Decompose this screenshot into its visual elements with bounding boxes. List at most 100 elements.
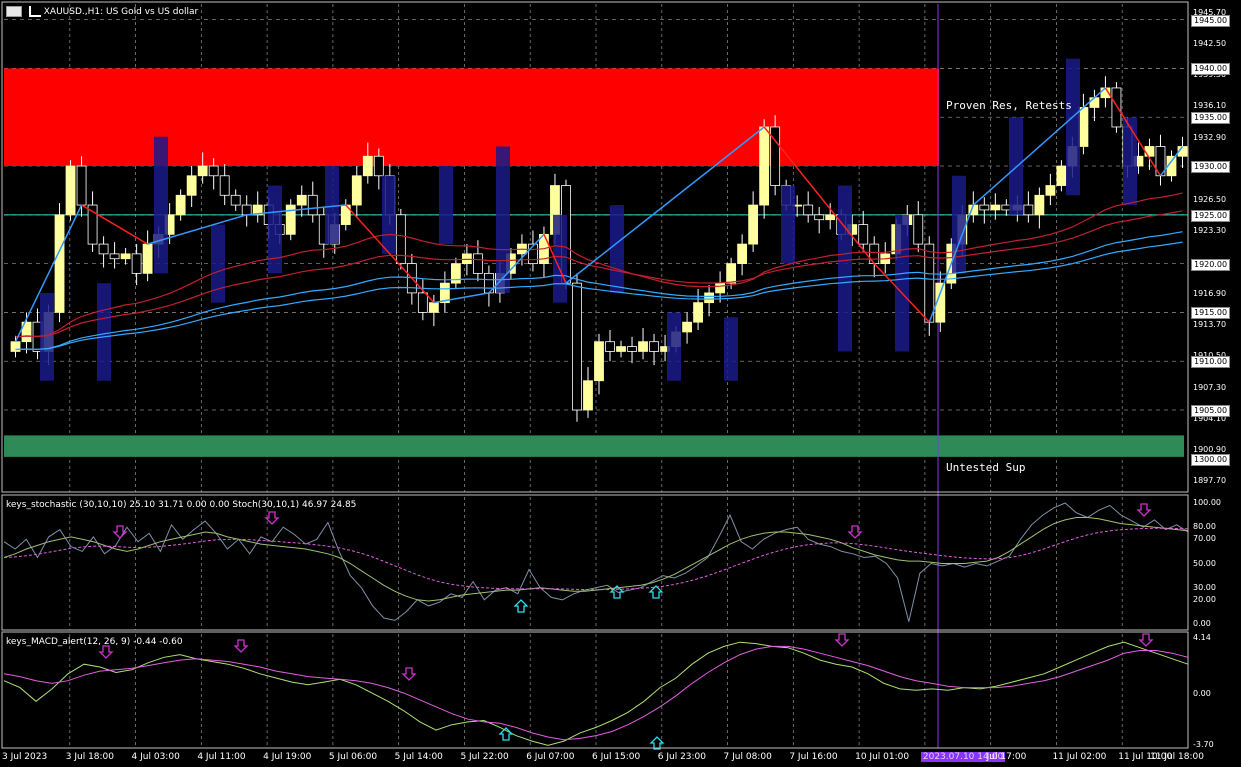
bear-candle [528, 243, 538, 265]
sell-arrow-icon [112, 525, 128, 539]
bull-candle [362, 155, 373, 177]
stoch-tick-label: 70.00 [1193, 534, 1216, 544]
time-axis-label: 11 Jul 02:00 [1052, 752, 1107, 762]
swing-highlight [781, 185, 795, 264]
swing-highlight [895, 214, 909, 352]
sell-arrow-icon [834, 633, 850, 647]
bull-candle [638, 341, 648, 352]
bear-candle [858, 224, 869, 245]
swing-highlight [211, 224, 225, 303]
moving-average-line [15, 192, 1183, 338]
time-axis-label: 11 Jul 10:00 [1118, 752, 1173, 762]
bull-candle [715, 282, 726, 294]
time-axis-label: 5 Jul 14:00 [394, 752, 443, 762]
time-axis-label: Jul 17:00 [986, 752, 1027, 762]
chart-title: XAUUSD.,H1: US Gold vs US dollar [6, 6, 198, 17]
bear-candle [76, 165, 87, 206]
macd-tick-label: 0.00 [1193, 689, 1211, 699]
bull-candle [935, 282, 946, 323]
buy-arrow-icon [648, 585, 664, 599]
time-axis-label: 11 Jul 18:00 [1150, 752, 1204, 762]
moving-average-line [15, 210, 1183, 338]
bull-candle [439, 282, 450, 304]
time-axis-label: 6 Jul 07:00 [526, 752, 575, 762]
bear-candle [395, 214, 406, 265]
sell-arrow-icon [98, 645, 114, 659]
stoch-tick-label: 0.00 [1193, 619, 1211, 628]
bear-candle [98, 243, 109, 255]
bull-candle [748, 204, 759, 245]
buy-arrow-icon [609, 585, 625, 599]
bull-candle [1089, 97, 1100, 108]
bull-candle [583, 380, 593, 411]
price-tick-label: 1900.90 [1193, 445, 1227, 455]
price-tick-label: 1897.70 [1193, 476, 1227, 486]
zigzag-segment [1159, 146, 1184, 177]
symbol-title: XAUUSD.,H1: US Gold vs US dollar [43, 7, 199, 17]
time-axis-label: 4 Jul 03:00 [131, 752, 180, 762]
price-level-box: 1915.00 [1191, 307, 1231, 320]
support-zone [4, 435, 1184, 457]
swing-highlight [97, 283, 111, 381]
price-tick-label: 1913.70 [1193, 320, 1227, 330]
proven-res-annotation: Proven Res, Retests [946, 99, 1072, 112]
panel-frames [1, 1, 1189, 749]
bear-candle [627, 346, 637, 352]
price-level-box: 1910.00 [1191, 356, 1231, 369]
swing-highlight [553, 214, 567, 303]
bear-candle [87, 204, 98, 245]
bear-candle [979, 204, 990, 211]
panel-border [1, 631, 1189, 749]
swing-highlight [1123, 117, 1137, 206]
zigzag-segment [345, 204, 435, 304]
time-axis-label: 5 Jul 06:00 [328, 752, 378, 762]
price-level-box: 1935.00 [1191, 112, 1231, 125]
time-axis-label: 6 Jul 23:00 [657, 752, 707, 762]
bear-candle [1111, 87, 1122, 128]
time-axis-label: 10 Jul 01:00 [855, 752, 910, 762]
price-tick-label: 1916.90 [1193, 288, 1227, 298]
bear-candle [803, 204, 814, 216]
bull-candle [825, 214, 836, 221]
price-level-box: 1905.00 [1191, 405, 1231, 418]
swing-highlight [40, 292, 54, 381]
bear-candle [924, 243, 935, 323]
overlay-lines [14, 58, 1184, 381]
bull-candle [1034, 194, 1045, 216]
stoch-smooth-line [3, 517, 1189, 602]
window-icon[interactable] [6, 6, 22, 17]
stoch-tick-label: 100.00 [1193, 498, 1221, 507]
bear-candle [131, 253, 142, 274]
panel-border [1, 494, 1189, 631]
buy-arrow-icon [649, 736, 665, 750]
bull-candle [1144, 146, 1155, 157]
time-axis-label: 3 Jul 18:00 [65, 752, 115, 762]
price-tick-label: 1945.70 [1193, 7, 1227, 17]
bear-candle [219, 175, 230, 196]
bull-candle [21, 321, 32, 343]
bull-candle [594, 341, 604, 382]
price-tick-label: 1910.50 [1191, 351, 1228, 361]
stoch-main-line [3, 502, 1189, 622]
swing-highlight [667, 312, 681, 381]
macd-tick-label: -3.70 [1193, 740, 1214, 750]
bull-candle [759, 126, 770, 206]
swing-highlight [1009, 117, 1023, 215]
sell-arrow-icon [233, 639, 249, 653]
price-level-box: 1925.00 [1191, 209, 1231, 222]
bull-candle [142, 243, 153, 274]
bear-candle [307, 194, 318, 216]
macd-label: keys_MACD_alert(12, 26, 9) -0.44 -0.60 [6, 637, 183, 647]
swing-highlight [382, 175, 396, 254]
bull-candle [10, 341, 21, 352]
price-tick-label: 1926.50 [1193, 195, 1227, 205]
chart-type-icon[interactable] [28, 6, 41, 17]
swing-highlight [325, 166, 339, 245]
bull-candle [197, 165, 208, 177]
sell-arrow-icon [401, 667, 417, 681]
bull-candle [296, 194, 307, 206]
moving-average-line [15, 241, 1183, 351]
time-axis-label: 4 Jul 19:00 [263, 752, 312, 762]
bull-candle [682, 321, 692, 333]
swing-highlight [154, 136, 168, 274]
